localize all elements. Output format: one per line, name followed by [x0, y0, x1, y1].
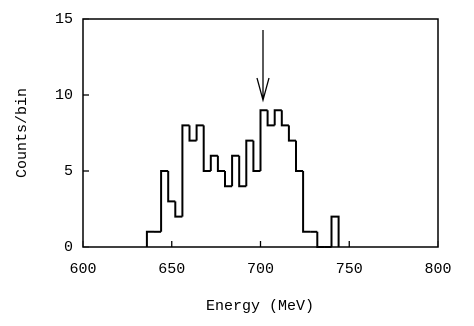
- histogram-bin: [238, 155, 247, 188]
- histogram-bin: [216, 155, 225, 172]
- x-tick-label: 600: [69, 261, 96, 278]
- histogram-bin: [287, 125, 296, 142]
- histogram-bin: [181, 124, 190, 217]
- histogram-bin: [167, 171, 176, 203]
- histogram-bin: [252, 140, 261, 172]
- x-tick-label: 800: [424, 261, 451, 278]
- histogram-bin: [174, 201, 183, 218]
- histogram-bin: [302, 171, 311, 233]
- histogram-bin: [145, 230, 154, 247]
- histogram-bin: [316, 231, 325, 248]
- histogram-bin: [280, 110, 289, 127]
- histogram-bin: [245, 139, 254, 187]
- y-tick-label: 5: [64, 163, 73, 180]
- histogram-bin: [295, 140, 304, 172]
- histogram-bin: [224, 171, 233, 188]
- y-tick-label: 0: [64, 239, 73, 256]
- histogram-bin: [188, 125, 197, 142]
- histogram-bin: [259, 109, 268, 171]
- histogram-bin: [209, 154, 218, 171]
- x-tick-label: 700: [247, 261, 274, 278]
- histogram-bin: [330, 215, 340, 247]
- y-tick-label: 15: [55, 11, 73, 28]
- annotation-arrow: [256, 30, 270, 103]
- x-tick-label: 650: [158, 261, 185, 278]
- histogram-bin: [266, 110, 275, 127]
- x-axis-title: Energy (MeV): [206, 298, 314, 315]
- y-axis-title: Counts/bin: [14, 88, 31, 178]
- arrow-head: [256, 77, 270, 103]
- histogram-bin: [195, 124, 204, 141]
- histogram-bin: [202, 125, 211, 172]
- y-tick-label: 10: [55, 87, 73, 104]
- histogram-bin: [231, 154, 240, 187]
- histogram-bin: [273, 109, 282, 126]
- histogram-bin: [160, 170, 169, 232]
- x-tick-label: 750: [336, 261, 363, 278]
